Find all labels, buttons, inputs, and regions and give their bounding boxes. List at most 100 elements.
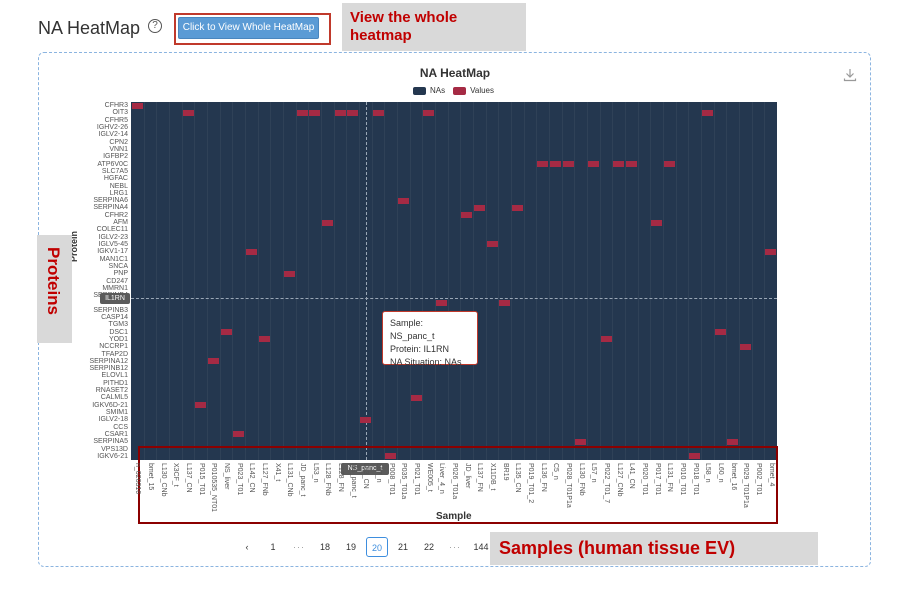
heatmap-value-cell[interactable] — [385, 453, 397, 460]
heatmap-value-cell[interactable] — [334, 109, 346, 116]
download-icon[interactable] — [843, 68, 857, 82]
sample-label: NS_panc_t — [349, 463, 357, 498]
heatmap-value-cell[interactable] — [461, 212, 473, 219]
heatmap-value-cell[interactable] — [195, 402, 207, 409]
protein-label: COLEC11 — [96, 226, 128, 234]
heatmap-value-cell[interactable] — [486, 241, 498, 248]
grid-line — [498, 102, 500, 460]
heatmap-value-cell[interactable] — [309, 109, 321, 116]
sample-label: L128_FN — [337, 463, 344, 492]
legend-values-swatch[interactable] — [453, 86, 467, 95]
heatmap-value-cell[interactable] — [296, 109, 308, 116]
heatmap-value-cell[interactable] — [410, 394, 422, 401]
heatmap-value-cell[interactable] — [663, 161, 675, 168]
grid-line — [739, 102, 740, 460]
heatmap-value-cell[interactable] — [689, 453, 701, 460]
protein-label: OIT3 — [112, 109, 128, 117]
pagination-ellipsis[interactable]: ··· — [449, 542, 461, 552]
protein-label: CASP14 — [101, 314, 128, 322]
page-button-22[interactable]: 22 — [423, 542, 434, 552]
grid-line — [295, 102, 297, 460]
grid-line — [599, 102, 601, 460]
heatmap-value-cell[interactable] — [613, 161, 625, 168]
sample-label: P010_T01 — [679, 463, 686, 496]
sample-label: n_020316 — [134, 463, 142, 495]
heatmap-value-cell[interactable] — [245, 248, 257, 255]
heatmap-value-cell[interactable] — [537, 161, 549, 168]
sample-label: L131_FN — [666, 463, 674, 492]
sample-label: L128_FNb — [324, 463, 332, 496]
heatmap-value-cell[interactable] — [397, 197, 409, 204]
sample-label: L130_FNb — [577, 463, 585, 496]
legend-values-label: Values — [470, 86, 494, 95]
page-button-144[interactable]: 144 — [473, 542, 489, 552]
heatmap-value-cell[interactable] — [765, 248, 777, 255]
heatmap-value-cell[interactable] — [499, 299, 511, 306]
protein-label: RNASET2 — [95, 387, 128, 395]
heatmap-value-cell[interactable] — [207, 358, 219, 365]
chart-title: NA HeatMap — [419, 66, 491, 80]
heatmap-value-cell[interactable] — [131, 102, 143, 109]
heatmap-value-cell[interactable] — [714, 329, 726, 336]
heatmap-value-cell[interactable] — [283, 270, 295, 277]
grid-line — [650, 102, 652, 460]
legend-nas-swatch[interactable] — [413, 86, 426, 95]
heatmap-value-cell[interactable] — [359, 416, 371, 423]
sample-label: Liver_4_n — [438, 463, 446, 494]
heatmap-value-cell[interactable] — [562, 161, 574, 168]
grid-line — [701, 102, 702, 460]
heatmap-value-cell[interactable] — [625, 161, 637, 168]
heatmap-value-cell[interactable] — [473, 204, 485, 211]
protein-label: SMIM1 — [105, 409, 128, 416]
heatmap-value-cell[interactable] — [182, 109, 194, 116]
page-button-19[interactable]: 19 — [345, 542, 356, 552]
page-button-1[interactable]: 1 — [270, 542, 276, 552]
heatmap-value-cell[interactable] — [258, 336, 270, 343]
heatmap-value-cell[interactable] — [587, 161, 599, 168]
heatmap-value-cell[interactable] — [739, 343, 751, 350]
heatmap-value-cell[interactable] — [220, 329, 232, 336]
protein-label: IGLV2-23 — [98, 233, 128, 241]
sample-label: P002_T01 — [755, 463, 762, 496]
protein-label: LRG1 — [109, 189, 128, 197]
protein-label: SERPINA4 — [93, 204, 128, 212]
heatmap-value-cell[interactable] — [347, 109, 359, 116]
heatmap-value-cell[interactable] — [321, 219, 333, 226]
heatmap-value-cell[interactable] — [651, 219, 663, 226]
sample-label: bmet_4 — [767, 463, 775, 487]
grid-line — [675, 102, 677, 460]
heatmap-value-cell[interactable] — [575, 438, 587, 445]
sample-label: P023_T01 — [235, 463, 243, 496]
heatmap-value-cell[interactable] — [233, 431, 245, 438]
sample-label: P019_T01_2 — [527, 463, 534, 504]
protein-label: PNP — [113, 270, 128, 278]
protein-label: CD247 — [106, 277, 128, 285]
heatmap-value-cell[interactable] — [511, 204, 523, 211]
heatmap-plot-area[interactable] — [131, 102, 777, 460]
page-button-21[interactable]: 21 — [397, 542, 408, 552]
annotation-proteins-text: Proteins — [44, 247, 63, 316]
heatmap-value-cell[interactable] — [727, 438, 739, 445]
heatmap-value-cell[interactable] — [600, 336, 612, 343]
grid-line — [612, 102, 614, 460]
heatmap-value-cell[interactable] — [549, 161, 561, 168]
protein-label: PITHD1 — [103, 379, 128, 387]
sample-label: P029_T01P1a — [742, 463, 750, 508]
heatmap-value-cell[interactable] — [435, 299, 447, 306]
grid-line — [536, 102, 538, 460]
page-button-18[interactable]: 18 — [319, 542, 330, 552]
grid-line — [283, 102, 284, 460]
prev-page-button[interactable]: ‹ — [245, 542, 249, 552]
grid-line — [511, 102, 512, 460]
view-whole-heatmap-button[interactable]: Click to View Whole HeatMap — [178, 17, 319, 39]
heatmap-value-cell[interactable] — [701, 109, 713, 116]
page-button-20[interactable]: 20 — [366, 537, 388, 557]
heatmap-value-cell[interactable] — [372, 109, 384, 116]
protein-label: SNCA — [108, 262, 128, 270]
sample-label: L137_FN — [476, 463, 484, 492]
help-icon[interactable]: ? — [148, 19, 162, 33]
heatmap-value-cell[interactable] — [423, 109, 435, 116]
protein-label: CCS — [113, 423, 128, 431]
pagination-ellipsis[interactable]: ··· — [293, 542, 305, 552]
